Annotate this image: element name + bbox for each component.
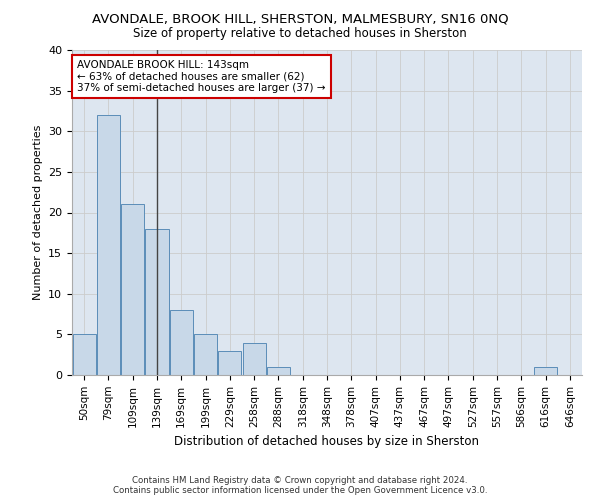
Bar: [218, 350, 241, 375]
Bar: [97, 115, 120, 375]
Text: AVONDALE BROOK HILL: 143sqm
← 63% of detached houses are smaller (62)
37% of sem: AVONDALE BROOK HILL: 143sqm ← 63% of det…: [77, 60, 326, 93]
Bar: [242, 342, 266, 375]
Y-axis label: Number of detached properties: Number of detached properties: [32, 125, 43, 300]
Bar: [534, 367, 557, 375]
X-axis label: Distribution of detached houses by size in Sherston: Distribution of detached houses by size …: [175, 435, 479, 448]
Bar: [145, 229, 169, 375]
Bar: [73, 334, 95, 375]
Text: AVONDALE, BROOK HILL, SHERSTON, MALMESBURY, SN16 0NQ: AVONDALE, BROOK HILL, SHERSTON, MALMESBU…: [92, 12, 508, 26]
Text: Contains HM Land Registry data © Crown copyright and database right 2024.
Contai: Contains HM Land Registry data © Crown c…: [113, 476, 487, 495]
Bar: [267, 367, 290, 375]
Bar: [194, 334, 217, 375]
Text: Size of property relative to detached houses in Sherston: Size of property relative to detached ho…: [133, 28, 467, 40]
Bar: [121, 204, 144, 375]
Bar: [170, 310, 193, 375]
